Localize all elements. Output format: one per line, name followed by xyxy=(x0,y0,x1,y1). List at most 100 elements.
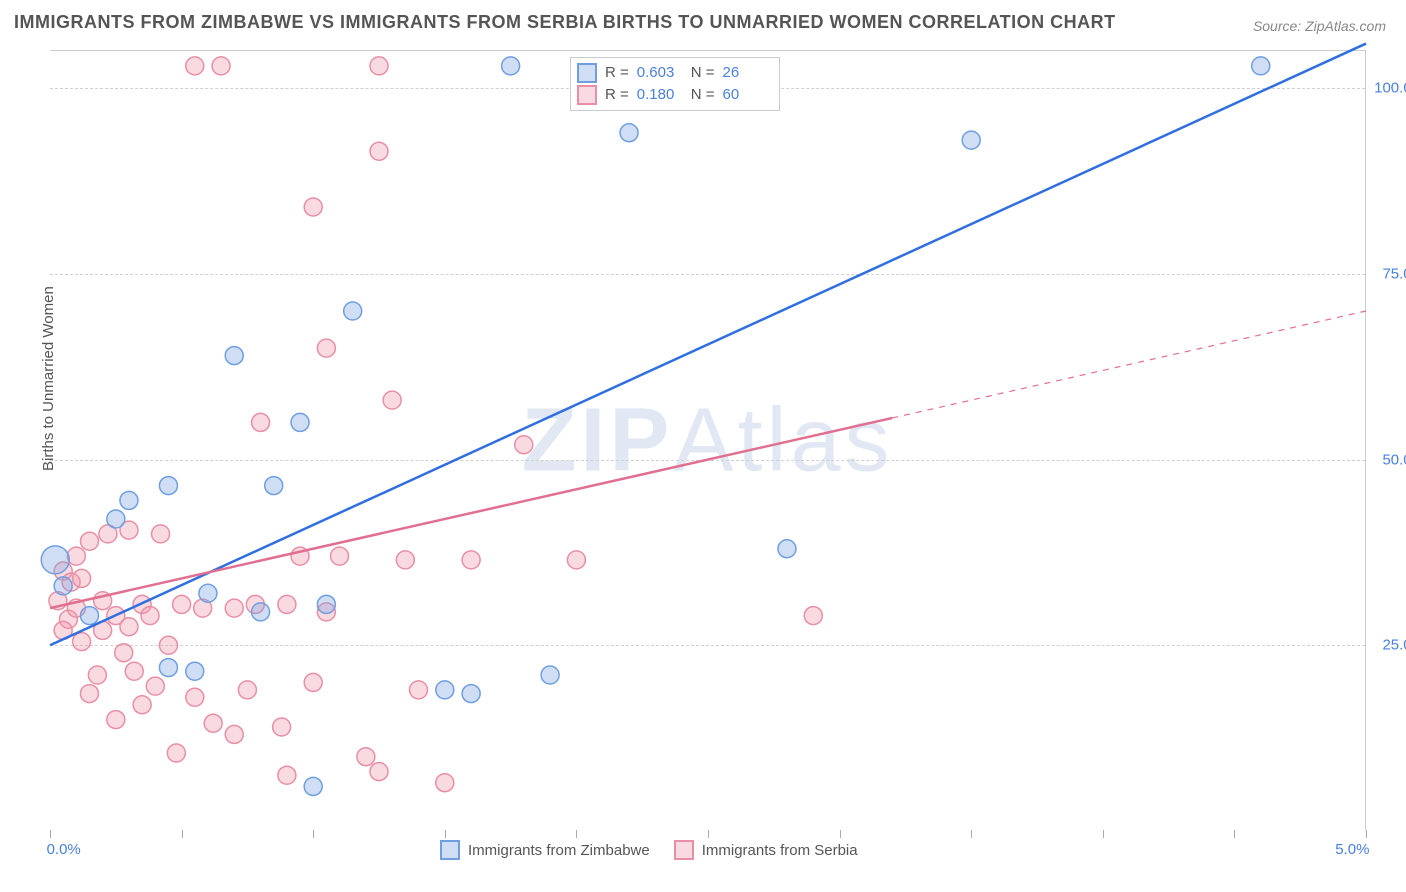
scatter-point xyxy=(41,546,69,574)
legend-label-serbia: Immigrants from Serbia xyxy=(702,842,858,859)
scatter-point xyxy=(344,302,362,320)
swatch-serbia-bottom xyxy=(674,840,694,860)
scatter-point xyxy=(152,525,170,543)
n-value-zimbabwe: 26 xyxy=(723,62,769,84)
scatter-point xyxy=(462,685,480,703)
x-tick-label: 5.0% xyxy=(1335,841,1369,858)
scatter-point xyxy=(436,774,454,792)
scatter-point xyxy=(186,57,204,75)
scatter-point xyxy=(133,696,151,714)
n-label: N = xyxy=(691,84,715,106)
scatter-point xyxy=(73,569,91,587)
scatter-point xyxy=(778,540,796,558)
scatter-point xyxy=(167,744,185,762)
legend-series: Immigrants from Zimbabwe Immigrants from… xyxy=(440,840,858,860)
scatter-point xyxy=(67,547,85,565)
x-tick xyxy=(576,830,577,838)
scatter-point xyxy=(159,659,177,677)
trend-line-dashed xyxy=(892,311,1366,418)
scatter-point xyxy=(383,391,401,409)
scatter-point xyxy=(357,748,375,766)
scatter-point xyxy=(225,599,243,617)
n-value-serbia: 60 xyxy=(723,84,769,106)
trend-line xyxy=(50,44,1366,646)
scatter-point xyxy=(1252,57,1270,75)
scatter-point xyxy=(620,124,638,142)
scatter-point xyxy=(199,584,217,602)
x-tick xyxy=(313,830,314,838)
scatter-point xyxy=(146,677,164,695)
scatter-point xyxy=(204,714,222,732)
x-tick xyxy=(1103,830,1104,838)
y-tick-label: 75.0% xyxy=(1370,265,1406,282)
legend-item-serbia: Immigrants from Serbia xyxy=(674,840,858,860)
scatter-point xyxy=(107,510,125,528)
scatter-point xyxy=(436,681,454,699)
scatter-point xyxy=(107,711,125,729)
scatter-point xyxy=(291,413,309,431)
x-tick xyxy=(1366,830,1367,838)
scatter-point xyxy=(409,681,427,699)
source-label: Source: ZipAtlas.com xyxy=(1253,18,1386,34)
scatter-point xyxy=(304,673,322,691)
scatter-point xyxy=(370,763,388,781)
scatter-point xyxy=(273,718,291,736)
x-tick xyxy=(840,830,841,838)
r-value-serbia: 0.180 xyxy=(637,84,683,106)
legend-row-zimbabwe: R = 0.603 N = 26 xyxy=(577,62,769,84)
chart-svg xyxy=(50,51,1365,830)
n-label: N = xyxy=(691,62,715,84)
scatter-point xyxy=(173,595,191,613)
scatter-point xyxy=(186,662,204,680)
scatter-point xyxy=(265,477,283,495)
y-tick-label: 50.0% xyxy=(1370,451,1406,468)
scatter-point xyxy=(278,766,296,784)
x-tick xyxy=(708,830,709,838)
y-tick-label: 100.0% xyxy=(1370,80,1406,97)
x-tick xyxy=(50,830,51,838)
scatter-point xyxy=(80,532,98,550)
plot-area: Births to Unmarried Women ZIPAtlas 25.0%… xyxy=(50,50,1366,830)
scatter-point xyxy=(502,57,520,75)
scatter-point xyxy=(186,688,204,706)
scatter-point xyxy=(962,131,980,149)
r-label: R = xyxy=(605,84,629,106)
scatter-point xyxy=(252,413,270,431)
r-label: R = xyxy=(605,62,629,84)
scatter-point xyxy=(141,607,159,625)
scatter-point xyxy=(278,595,296,613)
scatter-point xyxy=(225,347,243,365)
scatter-point xyxy=(317,339,335,357)
scatter-point xyxy=(54,577,72,595)
swatch-serbia xyxy=(577,85,597,105)
x-tick xyxy=(971,830,972,838)
scatter-point xyxy=(120,491,138,509)
scatter-point xyxy=(115,644,133,662)
scatter-point xyxy=(804,607,822,625)
scatter-point xyxy=(125,662,143,680)
scatter-point xyxy=(370,142,388,160)
scatter-point xyxy=(159,477,177,495)
scatter-point xyxy=(159,636,177,654)
y-tick-label: 25.0% xyxy=(1370,637,1406,654)
scatter-point xyxy=(88,666,106,684)
x-tick xyxy=(182,830,183,838)
scatter-point xyxy=(252,603,270,621)
scatter-point xyxy=(212,57,230,75)
scatter-point xyxy=(80,685,98,703)
scatter-point xyxy=(304,777,322,795)
x-tick-label: 0.0% xyxy=(47,841,81,858)
scatter-point xyxy=(304,198,322,216)
scatter-point xyxy=(73,633,91,651)
swatch-zimbabwe xyxy=(577,63,597,83)
scatter-point xyxy=(370,57,388,75)
scatter-point xyxy=(317,595,335,613)
chart-title: IMMIGRANTS FROM ZIMBABWE VS IMMIGRANTS F… xyxy=(14,12,1116,33)
scatter-point xyxy=(515,436,533,454)
scatter-point xyxy=(396,551,414,569)
scatter-point xyxy=(567,551,585,569)
scatter-point xyxy=(80,607,98,625)
x-tick xyxy=(445,830,446,838)
legend-row-serbia: R = 0.180 N = 60 xyxy=(577,84,769,106)
legend-item-zimbabwe: Immigrants from Zimbabwe xyxy=(440,840,650,860)
